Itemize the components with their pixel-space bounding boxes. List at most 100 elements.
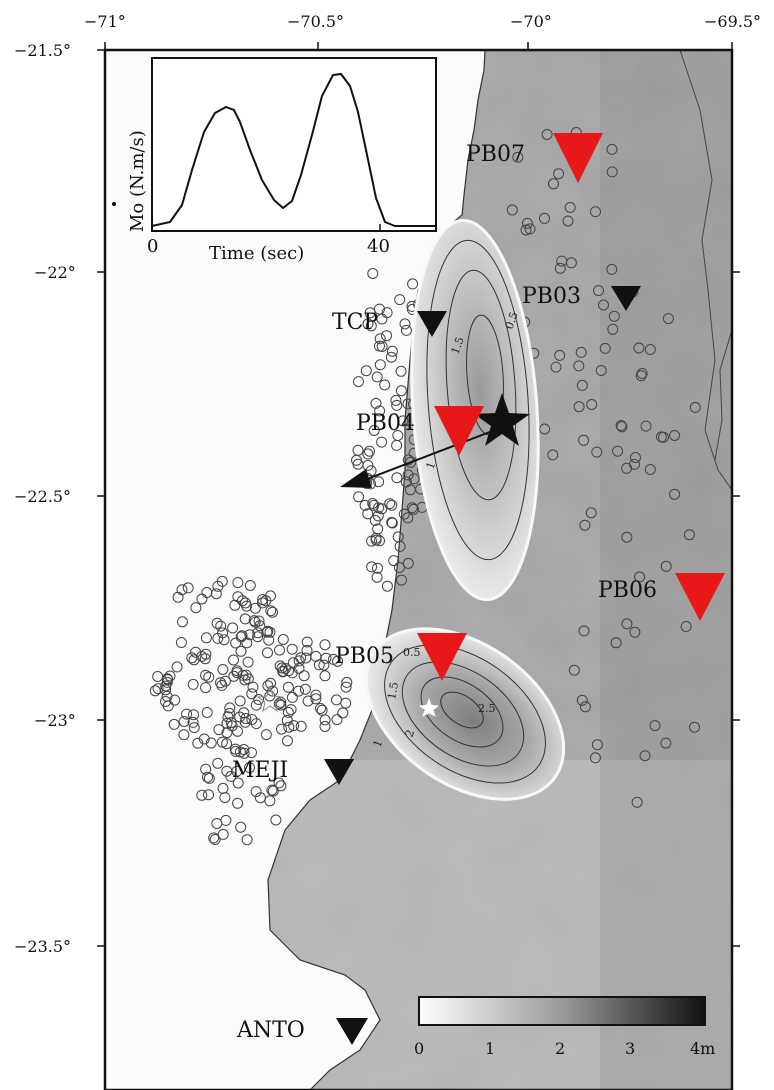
aftershock-circle xyxy=(270,814,282,826)
aftershock-circle xyxy=(366,561,378,573)
aftershock-circle xyxy=(372,523,384,535)
station-pb07-triangle-icon xyxy=(553,133,603,183)
aftershock-circle xyxy=(352,444,364,456)
rupture-direction-arrow xyxy=(340,429,496,488)
aftershock-circle xyxy=(607,323,619,335)
aftershock-circle xyxy=(634,571,646,583)
station-pb04-triangle-icon xyxy=(434,406,484,456)
station-pb05-label: PB05 xyxy=(335,644,394,669)
aftershock-circle xyxy=(232,777,244,789)
dot-marker xyxy=(112,202,116,206)
aftershock-circle xyxy=(187,678,199,690)
frame-ticks xyxy=(97,42,740,947)
aftershock-circles xyxy=(149,127,701,846)
south-contour-label: 1.5 xyxy=(385,681,401,700)
aftershock-circle xyxy=(302,695,314,707)
aftershock-circle xyxy=(556,255,568,267)
aftershock-circle xyxy=(575,346,587,358)
aftershock-circle xyxy=(391,399,403,411)
aftershock-circle xyxy=(371,571,383,583)
aftershock-circle xyxy=(152,683,164,695)
aftershock-circle xyxy=(164,670,176,682)
aftershock-circle xyxy=(202,771,213,783)
aftershock-circle xyxy=(341,676,353,688)
aftershock-circle xyxy=(381,580,393,592)
latitude-tick-label: −23.5° xyxy=(14,937,71,956)
aftershock-circle xyxy=(548,178,559,190)
aftershock-epicenter-star-icon xyxy=(419,697,439,717)
aftershock-circle xyxy=(253,694,265,705)
aftershock-circle xyxy=(589,752,601,764)
station-pb06-label: PB06 xyxy=(598,578,657,603)
aftershock-circle xyxy=(660,560,672,572)
political-border-east xyxy=(714,329,733,461)
aftershock-circle xyxy=(181,708,193,720)
aftershock-circle xyxy=(242,656,254,668)
longitude-tick-label: −71° xyxy=(84,12,126,31)
aftershock-circle xyxy=(392,430,404,441)
aftershock-circle xyxy=(390,394,402,406)
aftershock-circle xyxy=(200,682,212,694)
aftershock-circle xyxy=(680,621,692,632)
aftershock-circle xyxy=(201,587,213,598)
aftershock-circle xyxy=(616,421,628,433)
aftershock-circle xyxy=(395,385,407,397)
aftershock-circle xyxy=(246,747,257,759)
aftershock-circle xyxy=(400,324,412,336)
aftershock-circle xyxy=(254,620,266,632)
aftershock-circle xyxy=(367,498,379,509)
north-contour-label: 1 xyxy=(424,460,439,471)
aftershock-circle xyxy=(374,333,386,345)
aftershock-circle xyxy=(644,464,656,475)
aftershock-circle xyxy=(281,714,293,726)
aftershock-circle xyxy=(227,622,239,634)
aftershock-circle xyxy=(402,469,414,481)
aftershock-circle xyxy=(568,664,580,676)
aftershock-circle xyxy=(541,129,553,140)
aftershock-circle xyxy=(608,310,620,322)
aftershock-circle xyxy=(310,693,322,705)
coastline xyxy=(267,49,486,1090)
station-pb06-triangle-icon xyxy=(675,573,725,621)
aftershock-circle xyxy=(283,721,295,733)
aftershock-circle xyxy=(262,647,273,659)
south-contour-label: 0.5 xyxy=(403,646,421,659)
aftershock-circle xyxy=(187,716,199,728)
aftershock-circle xyxy=(399,318,411,330)
aftershock-circle xyxy=(287,657,299,669)
inset-x-tick: 40 xyxy=(367,236,390,257)
colorbar-tick: 2 xyxy=(555,1039,565,1058)
aftershock-circle xyxy=(319,721,331,732)
aftershock-circle xyxy=(176,584,188,596)
aftershock-circle xyxy=(178,716,190,727)
aftershock-circle xyxy=(283,665,295,677)
aftershock-circle xyxy=(393,562,405,573)
north-contour-label: 1.5 xyxy=(449,335,467,356)
aftershock-circle xyxy=(388,555,400,567)
aftershock-circle xyxy=(372,510,384,522)
aftershock-circle xyxy=(229,743,241,755)
inset-x-label: Time (sec) xyxy=(209,243,304,264)
aftershock-circle xyxy=(353,376,364,388)
aftershock-circle xyxy=(217,627,229,639)
inset-x-tick: 0 xyxy=(147,236,158,257)
aftershock-circle xyxy=(301,636,313,648)
aftershock-circle xyxy=(585,507,597,519)
aftershock-circle xyxy=(267,785,279,797)
aftershock-circle xyxy=(683,529,695,541)
station-pb07-label: PB07 xyxy=(466,142,525,167)
south-contour-label: 1 xyxy=(371,738,386,749)
aftershock-circle xyxy=(402,557,414,569)
aftershock-circle xyxy=(644,344,656,355)
aftershock-circle xyxy=(386,499,398,511)
aftershock-circle xyxy=(216,679,228,691)
aftershock-circle xyxy=(228,670,240,682)
aftershock-circle xyxy=(231,665,243,677)
station-meji-label: MEJI xyxy=(232,758,288,783)
aftershock-circle xyxy=(370,534,382,546)
aftershock-circle xyxy=(313,659,325,671)
aftershock-circle xyxy=(225,770,237,782)
aftershock-circle xyxy=(578,434,590,446)
aftershock-circle xyxy=(364,445,375,457)
